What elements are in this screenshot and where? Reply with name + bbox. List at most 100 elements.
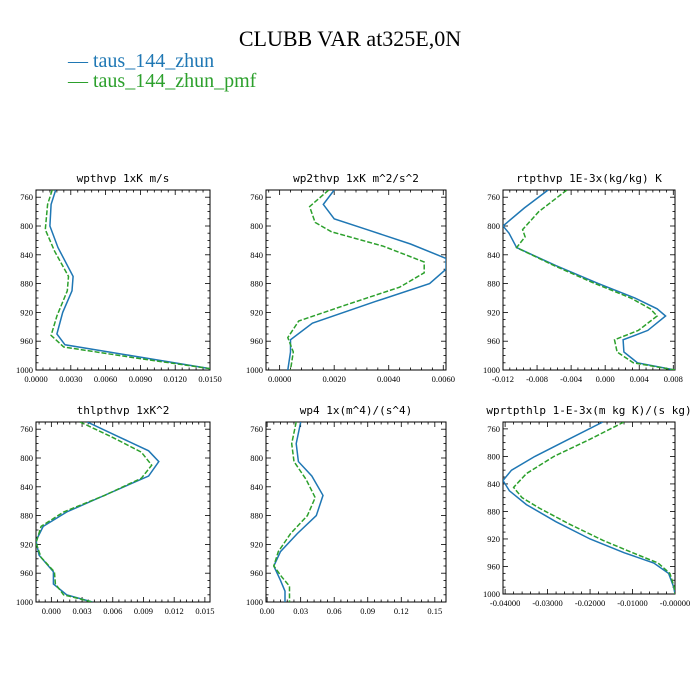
panel-title: wp2thvp 1xK m^2/s^2: [293, 172, 419, 185]
y-tick-label: 840: [20, 482, 33, 492]
panel-title: rtpthvp 1E-3x(kg/kg) K: [516, 172, 662, 185]
y-tick-label: 840: [250, 482, 263, 492]
y-tick-label: 760: [487, 424, 500, 434]
x-tick-label: 0.0020: [322, 374, 345, 384]
x-tick-label: 0.012: [165, 606, 184, 616]
x-tick-label: 0.09: [360, 606, 375, 616]
x-tick-label: -0.008: [526, 374, 548, 384]
y-tick-label: 960: [20, 336, 33, 346]
y-tick-label: 800: [250, 221, 263, 231]
series-line-zhun-pmf: [286, 190, 425, 370]
x-tick-label: 0.000: [596, 374, 615, 384]
y-tick-label: 1000: [246, 365, 263, 375]
x-tick-label: 0.0120: [164, 374, 187, 384]
panel-5: wp4 1x(m^4)/(s^4)76080084088092096010000…: [246, 404, 447, 616]
legend-label: taus_144_zhun: [93, 50, 215, 72]
y-tick-label: 800: [20, 221, 33, 231]
x-tick-label: -0.01000: [617, 598, 647, 608]
panel-title: wprtpthlp 1-E-3x(m kg K)/(s kg): [486, 404, 691, 417]
x-tick-label: 0.008: [664, 374, 683, 384]
x-tick-label: 0.0040: [377, 374, 400, 384]
series-line-zhun-pmf: [512, 422, 675, 594]
x-tick-label: 0.0060: [432, 374, 455, 384]
plot-frame: [35, 189, 211, 371]
panel-1: wpthvp 1xK m/s76080084088092096010000.00…: [16, 172, 222, 384]
y-tick-label: 1000: [246, 597, 263, 607]
plot-frame: [35, 421, 211, 603]
legend-entry-zhun: — taus_144_zhun: [68, 50, 214, 73]
y-tick-label: 920: [487, 307, 500, 317]
legend-line-marker: —: [68, 70, 93, 92]
x-tick-label: 0.006: [103, 606, 122, 616]
panel-2: wp2thvp 1xK m^2/s^2 760 800 840 880 920 960 100…: [246, 172, 455, 384]
x-tick-label: 0.0000: [268, 374, 291, 384]
y-tick-label: 960: [250, 568, 263, 578]
panel-title: wpthvp 1xK m/s: [77, 172, 170, 185]
x-tick-label: 0.009: [134, 606, 153, 616]
y-tick-label: 760: [20, 424, 33, 434]
y-tick-label: 1000: [16, 365, 33, 375]
x-tick-label: 0.0030: [59, 374, 82, 384]
panel-title: wp4 1x(m^4)/(s^4): [300, 404, 413, 417]
y-tick-label: 960: [487, 336, 500, 346]
series-line-zhun: [503, 190, 675, 370]
x-tick-label: -0.004: [560, 374, 583, 384]
y-tick-label: 880: [487, 506, 500, 516]
series-line-zhun-pmf: [515, 190, 675, 370]
y-tick-label: 760: [20, 192, 33, 202]
y-tick-label: 760: [487, 192, 500, 202]
legend-line-marker: —: [68, 50, 93, 72]
y-tick-label: 760: [250, 192, 263, 202]
x-tick-label: -0.03000: [532, 598, 562, 608]
y-tick-label: 800: [20, 453, 33, 463]
series-line-zhun: [287, 190, 446, 370]
y-tick-label: 880: [20, 511, 33, 521]
figure-title: CLUBB VAR at325E,0N: [238, 26, 462, 51]
x-tick-label: 0.15: [427, 606, 442, 616]
y-tick-label: 1000: [483, 589, 500, 599]
plot-frame: [502, 189, 676, 371]
y-tick-label: 960: [250, 336, 263, 346]
y-tick-label: 800: [487, 451, 500, 461]
plot-frame: [502, 421, 676, 595]
panel-3: rtpthvp 1E-3x(kg/kg) K 760 800 840 880 920 960…: [483, 172, 683, 384]
series-line-zhun: [503, 422, 675, 594]
y-tick-label: 920: [250, 307, 263, 317]
y-tick-label: 880: [487, 279, 500, 289]
x-tick-label: 0.06: [327, 606, 342, 616]
x-tick-label: 0.00: [260, 606, 275, 616]
x-tick-label: -0.04000: [490, 598, 520, 608]
panel-title: thlpthvp 1xK^2: [77, 404, 170, 417]
y-tick-label: 960: [20, 568, 33, 578]
x-tick-label: 0.0090: [129, 374, 152, 384]
y-tick-label: 840: [250, 250, 263, 260]
series-line-zhun-pmf: [44, 190, 210, 370]
y-tick-label: 880: [250, 511, 263, 521]
y-tick-label: 1000: [16, 597, 33, 607]
x-tick-label: 0.12: [394, 606, 409, 616]
y-tick-label: 920: [20, 539, 33, 549]
legend-label: taus_144_zhun_pmf: [93, 70, 257, 92]
y-tick-label: 880: [250, 279, 263, 289]
y-tick-label: 880: [20, 279, 33, 289]
x-tick-label: 0.0000: [24, 374, 47, 384]
panel-4: thlpthvp 1xK^2 760 800 840 880 920 960 1000 0.00…: [16, 404, 214, 616]
y-tick-label: 920: [250, 539, 263, 549]
y-tick-label: 920: [20, 307, 33, 317]
x-tick-label: -0.00000: [660, 598, 690, 608]
panel-6: wprtpthlp 1-E-3x(m kg K)/(s kg) 760 800 840…: [483, 404, 692, 608]
y-tick-label: 840: [487, 479, 500, 489]
plot-frame: [265, 421, 447, 603]
series-line-zhun-pmf: [272, 422, 317, 602]
x-tick-label: -0.02000: [575, 598, 605, 608]
x-tick-label: 0.0150: [198, 374, 221, 384]
series-line-zhun: [49, 190, 210, 370]
x-tick-label: 0.015: [195, 606, 214, 616]
y-tick-label: 840: [487, 250, 500, 260]
y-tick-label: 760: [250, 424, 263, 434]
series-line-zhun: [36, 422, 160, 602]
y-tick-label: 1000: [483, 365, 500, 375]
legend-entry-zhun-pmf: — taus_144_zhun_pmf: [68, 70, 256, 93]
x-tick-label: 0.000: [42, 606, 61, 616]
